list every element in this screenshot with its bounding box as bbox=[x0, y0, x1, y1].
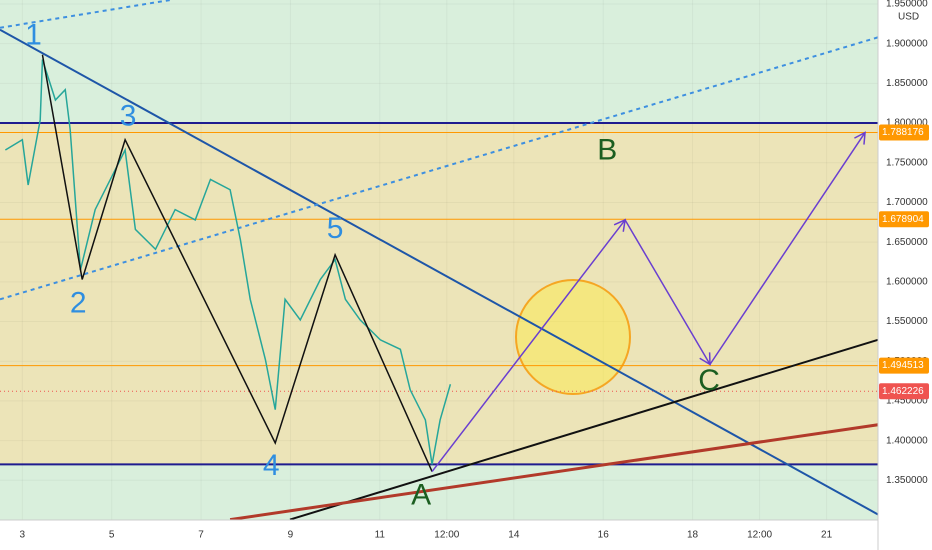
zone bbox=[0, 123, 878, 465]
highlight-circle bbox=[515, 279, 631, 395]
y-tick-label: 1.850000 bbox=[886, 78, 928, 89]
zones bbox=[0, 123, 878, 465]
level-tag bbox=[879, 124, 929, 141]
x-tick-label: 3 bbox=[20, 530, 26, 541]
axes: 1.950000 1.900000 1.850000 1.800000 1.750000… bbox=[20, 0, 929, 541]
x-tick-label: 11 bbox=[375, 530, 386, 541]
trendline bbox=[0, 36, 879, 301]
trendline bbox=[0, 28, 879, 516]
projection-line bbox=[431, 132, 866, 473]
wave-label: 5 bbox=[327, 212, 344, 245]
x-tick-label: 9 bbox=[288, 530, 294, 541]
trendline bbox=[289, 338, 879, 521]
wave-label: A bbox=[411, 478, 431, 511]
y-tick-label: 1.450000 bbox=[886, 396, 928, 407]
x-tick-label: 7 bbox=[198, 530, 204, 541]
level-tag bbox=[879, 357, 929, 374]
x-tick-label: 14 bbox=[508, 530, 520, 541]
level-label: 1.494513 bbox=[882, 360, 924, 371]
y-tick-label: 1.950000 bbox=[886, 0, 928, 10]
arrow-head bbox=[613, 218, 627, 232]
y-tick-label: 1.750000 bbox=[886, 157, 928, 168]
y-tick-label: 1.650000 bbox=[886, 237, 928, 248]
plot: 1 2 3 4 5 A B C bbox=[0, 0, 879, 522]
x-tick-label: 12:00 bbox=[747, 530, 772, 541]
level-label: 1.678904 bbox=[882, 214, 924, 225]
y-tick-label: 1.600000 bbox=[886, 276, 928, 287]
y-tick-label: 1.400000 bbox=[886, 435, 928, 446]
annotation: B bbox=[597, 134, 617, 167]
grid bbox=[0, 0, 878, 520]
time-axis-bg bbox=[0, 520, 878, 550]
price-line bbox=[4, 59, 452, 465]
arrow-head bbox=[699, 352, 711, 366]
wave-line bbox=[41, 54, 433, 472]
y-tick-label: 1.550000 bbox=[886, 316, 928, 327]
y-tick-label: 1.700000 bbox=[886, 197, 928, 208]
x-tick-label: 21 bbox=[821, 530, 833, 541]
wave-label: 1 bbox=[25, 19, 42, 52]
x-tick-label: 18 bbox=[687, 530, 699, 541]
x-tick-label: 5 bbox=[109, 530, 115, 541]
x-tick-label: 12:00 bbox=[434, 530, 459, 541]
level-tag bbox=[879, 383, 929, 400]
level-tag bbox=[879, 211, 929, 228]
y-tick-label: 1.900000 bbox=[886, 38, 928, 49]
y-tick-label: 1.800000 bbox=[886, 118, 928, 129]
annotation: C bbox=[698, 364, 720, 397]
arrow-head bbox=[854, 131, 866, 145]
wave-label: 4 bbox=[263, 449, 280, 482]
price-axis-bg bbox=[878, 0, 932, 550]
level-label: 1.788176 bbox=[882, 127, 924, 138]
y-tick-label: 1.350000 bbox=[886, 475, 928, 486]
trendline bbox=[229, 423, 879, 522]
level-label: 1.462226 bbox=[882, 386, 924, 397]
currency: USD bbox=[898, 12, 919, 23]
wave-label: 3 bbox=[120, 100, 137, 133]
x-tick-label: 16 bbox=[598, 530, 610, 541]
wave-label: 2 bbox=[70, 286, 87, 319]
